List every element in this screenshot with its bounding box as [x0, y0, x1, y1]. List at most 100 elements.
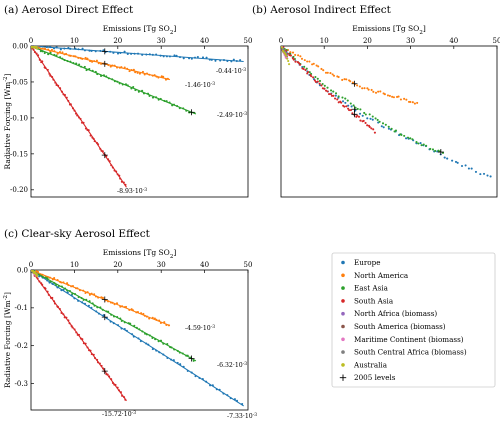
- data-point: [331, 73, 334, 76]
- data-point: [299, 63, 302, 66]
- data-point: [316, 77, 319, 80]
- series-east-asia: [31, 270, 197, 362]
- data-point: [413, 102, 416, 105]
- fit-line: [31, 46, 244, 63]
- x-tick-label: 0: [29, 261, 33, 269]
- data-point: [284, 53, 287, 56]
- data-point: [364, 121, 367, 125]
- data-point: [390, 127, 393, 130]
- x-axis-label-end: ]: [173, 248, 176, 257]
- legend-item: 2005 levels: [339, 373, 396, 382]
- data-point: [287, 60, 290, 63]
- data-point: [289, 51, 292, 54]
- plot-area: [31, 270, 244, 407]
- panel-c: (c) Clear-sky Aerosol Effect Emissions [T…: [3, 228, 257, 420]
- data-point: [109, 65, 112, 68]
- slope-label-exp: -3: [253, 412, 258, 418]
- marker-2005: [351, 111, 358, 118]
- legend-label: Australia: [353, 360, 388, 369]
- y-tick-label: 0.00: [12, 42, 28, 50]
- data-point: [352, 104, 355, 107]
- y-axis-label-end: ]: [3, 292, 12, 295]
- data-point: [329, 72, 332, 75]
- y-axis-label-main: Radiative Forcing [Wm: [3, 82, 12, 170]
- data-point: [286, 57, 289, 60]
- data-point: [342, 100, 345, 103]
- data-point: [489, 175, 492, 178]
- data-point: [322, 69, 325, 72]
- x-tick-label: 50: [244, 261, 253, 269]
- data-point: [400, 133, 403, 136]
- axes-frame: [30, 269, 249, 411]
- legend-label: South Central Africa (biomass): [354, 348, 467, 357]
- data-point: [391, 95, 394, 98]
- data-point: [474, 170, 478, 173]
- data-point: [311, 63, 314, 66]
- x-axis-label-end: ]: [423, 24, 426, 33]
- marker-2005: [188, 109, 195, 116]
- data-point: [384, 123, 387, 126]
- data-point: [403, 97, 406, 100]
- legend-dot-marker: [341, 299, 345, 303]
- data-point: [370, 88, 373, 92]
- data-point: [377, 90, 380, 93]
- data-point: [337, 75, 340, 79]
- data-point: [343, 78, 346, 81]
- x-tick-label: 30: [157, 37, 166, 45]
- data-point: [371, 118, 374, 121]
- x-tick-label: 10: [70, 261, 79, 269]
- data-point: [341, 78, 344, 82]
- x-axis-label-main: Emissions [Tg SO: [352, 24, 419, 33]
- data-point: [431, 148, 435, 151]
- series-europe: [31, 46, 244, 63]
- legend-item: South America (biomass): [341, 322, 446, 331]
- fit-line: [31, 46, 197, 115]
- legend-dot-marker: [341, 324, 345, 329]
- plot-area: [31, 46, 244, 188]
- slope-label: -0.44·10-3: [216, 67, 246, 76]
- data-point: [467, 167, 470, 170]
- slope-label-value: -1.46·10: [185, 82, 211, 89]
- data-point: [330, 94, 333, 97]
- legend-item: South Central Africa (biomass): [341, 348, 467, 357]
- data-point: [291, 51, 295, 54]
- data-point: [345, 105, 348, 108]
- data-point: [310, 75, 313, 78]
- axes-frame: [30, 45, 249, 198]
- data-point: [288, 63, 291, 66]
- x-axis-label: Emissions [Tg SO2]: [103, 248, 177, 260]
- fit-line: [31, 270, 38, 277]
- data-point: [345, 78, 348, 81]
- data-point: [128, 70, 131, 73]
- x-axis-label: Emissions [Tg SO2]: [352, 24, 426, 36]
- y-axis-label-end: ]: [3, 73, 12, 76]
- data-point: [409, 137, 412, 140]
- data-point: [454, 160, 458, 163]
- data-point: [387, 127, 390, 130]
- legend-dot-marker: [341, 311, 345, 316]
- data-point: [330, 89, 333, 92]
- panel-a: (a) Aerosol Direct Effect Emissions [Tg S…: [3, 4, 252, 198]
- x-tick-label: 40: [449, 37, 458, 45]
- panel-b: (b) Aerosol Indirect Effect Emissions [Tg…: [252, 4, 500, 198]
- data-point: [334, 94, 337, 97]
- fit-line: [31, 46, 38, 48]
- x-axis-label: Emissions [Tg SO2]: [103, 24, 177, 36]
- legend-plus-marker: [339, 374, 347, 381]
- data-point: [312, 62, 315, 65]
- data-point: [344, 97, 347, 100]
- series-east-asia: [281, 47, 445, 156]
- data-point: [460, 164, 464, 168]
- data-point: [399, 98, 402, 101]
- data-point: [61, 51, 64, 54]
- data-point: [334, 97, 337, 100]
- data-point: [356, 84, 359, 87]
- y-tick-label: 0.0: [17, 266, 28, 274]
- x-tick-label: 0: [279, 37, 283, 45]
- data-point: [329, 93, 332, 96]
- legend-dot-marker: [341, 350, 345, 354]
- data-point: [451, 159, 454, 162]
- data-point: [422, 143, 425, 146]
- data-point: [380, 125, 383, 128]
- data-point: [315, 64, 318, 67]
